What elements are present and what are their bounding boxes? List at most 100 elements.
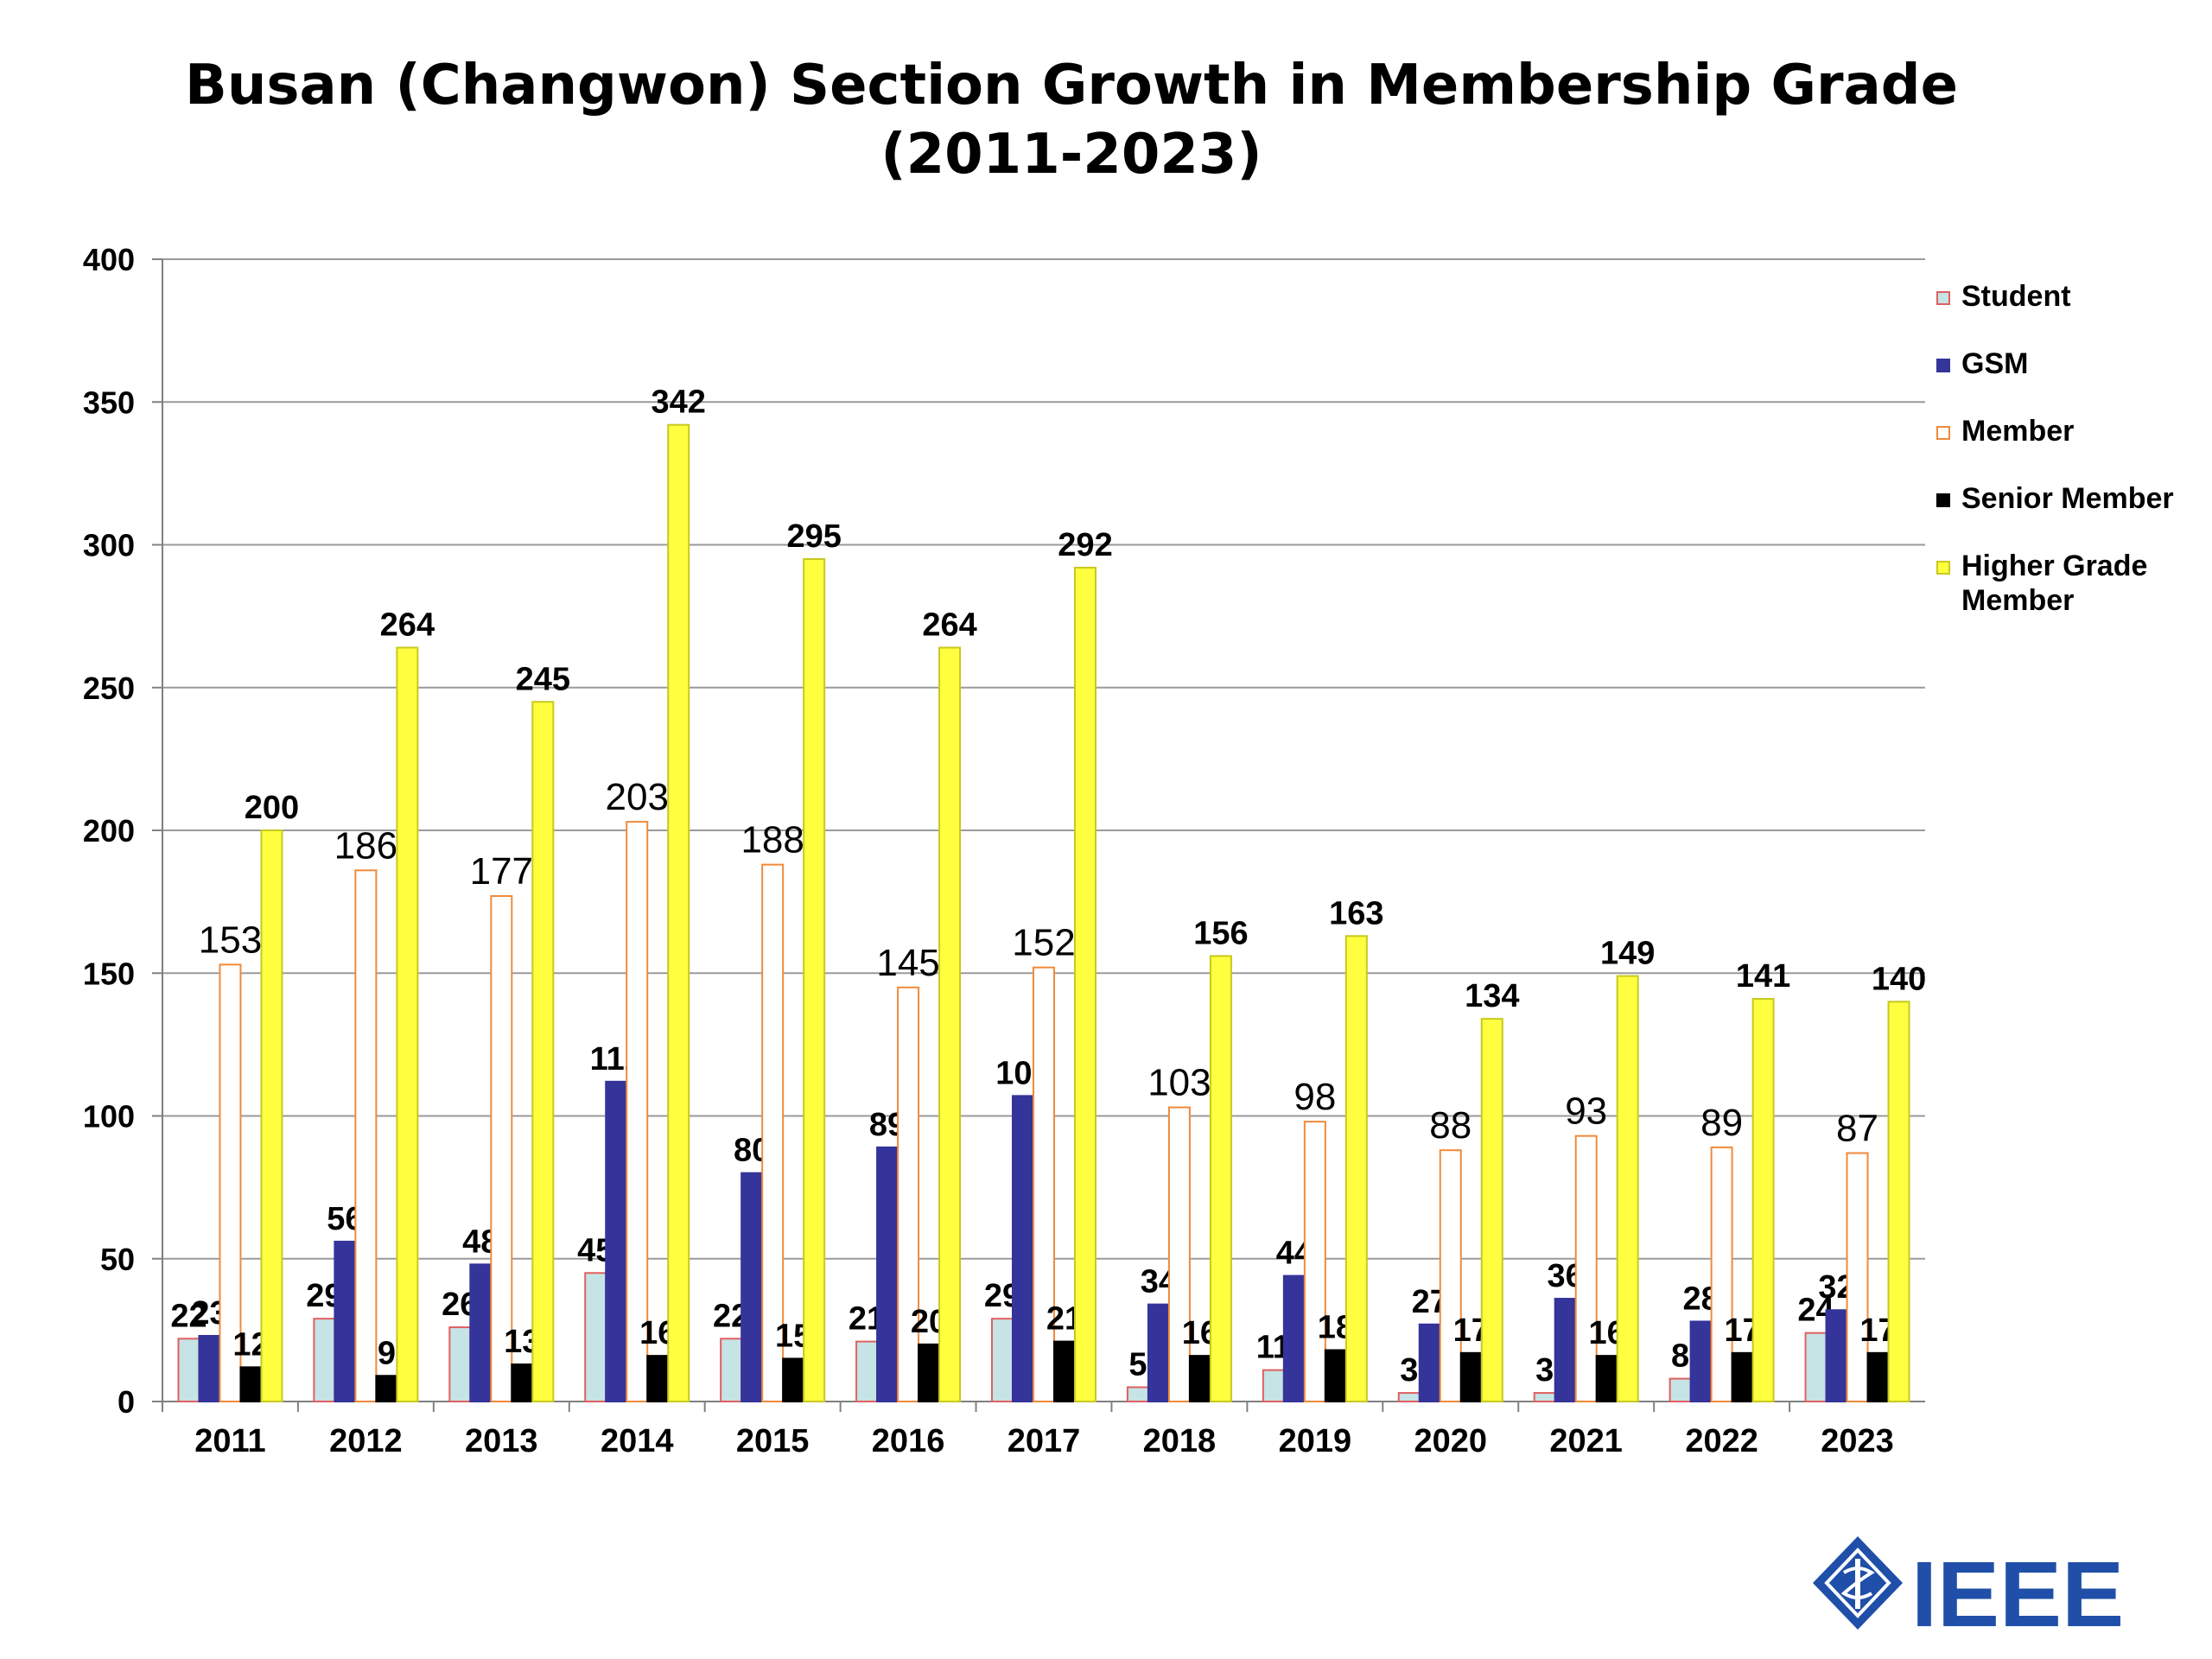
bar-student <box>1669 1377 1692 1403</box>
bar-senior-member <box>375 1375 398 1403</box>
bar-member <box>761 863 785 1402</box>
bar-gsm <box>1012 1095 1034 1402</box>
bar-gsm <box>1554 1298 1577 1403</box>
data-label: 134 <box>1465 978 1519 1014</box>
bar-higher-grade-member <box>1887 1001 1910 1403</box>
data-label: 141 <box>1736 958 1790 995</box>
bar-senior-member <box>1188 1355 1211 1402</box>
bar-higher-grade-member <box>1616 975 1639 1403</box>
bar-gsm <box>605 1080 628 1402</box>
bar-gsm <box>469 1263 493 1402</box>
legend-swatch <box>1936 359 1950 372</box>
bar-gsm <box>198 1334 221 1402</box>
data-label: 3 <box>1400 1352 1418 1389</box>
bar-student <box>1262 1369 1285 1403</box>
bar-student <box>448 1326 472 1402</box>
bar-higher-grade-member <box>396 646 419 1402</box>
bar-student <box>584 1272 607 1403</box>
bar-student <box>313 1318 336 1403</box>
legend-label: Member <box>1961 584 2074 617</box>
bar-senior-member <box>1866 1351 1890 1402</box>
bar-senior-member <box>1731 1351 1754 1402</box>
bar-student <box>1533 1392 1556 1402</box>
x-tick-label: 2021 <box>1549 1423 1623 1459</box>
bar-higher-grade-member <box>667 423 690 1403</box>
legend-label: Student <box>1961 280 2071 313</box>
bar-student <box>177 1338 200 1403</box>
bar-member <box>1303 1121 1326 1402</box>
x-tick-label: 2011 <box>194 1423 265 1459</box>
bar-higher-grade-member <box>938 646 962 1402</box>
y-tick-label: 250 <box>83 671 135 706</box>
data-label: 88 <box>1429 1104 1471 1147</box>
data-label: 295 <box>786 518 841 555</box>
y-tick-label: 0 <box>118 1384 135 1420</box>
legend-label: GSM <box>1961 347 2028 380</box>
data-label: 3 <box>1535 1352 1554 1389</box>
bar-student <box>991 1318 1014 1403</box>
bar-higher-grade-member <box>1344 935 1368 1403</box>
data-label: 264 <box>380 607 435 643</box>
data-label: 22 <box>170 1298 207 1334</box>
y-tick-label: 50 <box>100 1242 135 1277</box>
chart-title-line-1: Busan (Changwon) Section Growth in Membe… <box>185 54 1958 118</box>
bar-member <box>1574 1135 1598 1402</box>
data-label: 156 <box>1193 915 1248 951</box>
data-label: 264 <box>922 607 976 643</box>
x-tick-label: 2013 <box>465 1423 538 1459</box>
x-tick-label: 2023 <box>1821 1423 1894 1459</box>
bar-member <box>1439 1149 1462 1403</box>
data-label: 5 <box>1128 1346 1147 1382</box>
bar-senior-member <box>1053 1340 1076 1402</box>
data-label: 245 <box>516 661 570 697</box>
bar-student <box>1804 1332 1827 1403</box>
legend-label: Member <box>1961 415 2074 448</box>
x-tick-label: 2014 <box>601 1423 674 1459</box>
data-label: 152 <box>1012 922 1075 964</box>
bar-senior-member <box>782 1357 805 1403</box>
bar-member <box>1167 1106 1191 1402</box>
y-tick-label: 300 <box>83 528 135 563</box>
bar-higher-grade-member <box>260 830 283 1402</box>
x-tick-label: 2020 <box>1414 1423 1487 1459</box>
bar-member <box>1033 966 1055 1402</box>
bar-member <box>1710 1146 1733 1402</box>
bar-gsm <box>876 1146 899 1402</box>
bar-senior-member <box>1595 1355 1618 1402</box>
bar-senior-member <box>646 1355 670 1402</box>
data-label: 292 <box>1058 527 1112 563</box>
y-tick-label: 350 <box>83 385 135 420</box>
bar-gsm <box>741 1172 764 1402</box>
legend-swatch <box>1936 291 1950 305</box>
data-label: 9 <box>378 1335 396 1371</box>
bar-gsm <box>1147 1303 1170 1403</box>
bar-student <box>1126 1386 1149 1402</box>
data-label: 163 <box>1329 895 1383 931</box>
bar-gsm <box>1282 1274 1306 1402</box>
ieee-logo: IEEE <box>1806 1529 2134 1646</box>
data-label: 200 <box>245 790 299 826</box>
bar-higher-grade-member <box>1074 566 1096 1402</box>
bar-higher-grade-member <box>803 558 826 1402</box>
data-label: 140 <box>1872 961 1926 997</box>
bar-member <box>1846 1152 1869 1402</box>
bar-senior-member <box>1459 1351 1483 1402</box>
data-label: 103 <box>1147 1062 1211 1104</box>
x-tick-label: 2022 <box>1685 1423 1758 1459</box>
ieee-logo-text: IEEE <box>1911 1541 2124 1642</box>
x-tick-label: 2015 <box>736 1423 810 1459</box>
x-tick-label: 2012 <box>329 1423 403 1459</box>
bar-senior-member <box>239 1366 263 1402</box>
data-label: 87 <box>1836 1107 1878 1149</box>
bar-higher-grade-member <box>1751 997 1775 1402</box>
bar-member <box>354 869 378 1402</box>
bar-gsm <box>1689 1320 1713 1402</box>
legend-swatch <box>1936 426 1950 440</box>
y-tick-label: 400 <box>83 242 135 277</box>
legend-swatch <box>1936 493 1950 507</box>
bar-gsm <box>334 1240 357 1403</box>
bar-gsm <box>1825 1309 1848 1402</box>
x-tick-label: 2016 <box>872 1423 945 1459</box>
